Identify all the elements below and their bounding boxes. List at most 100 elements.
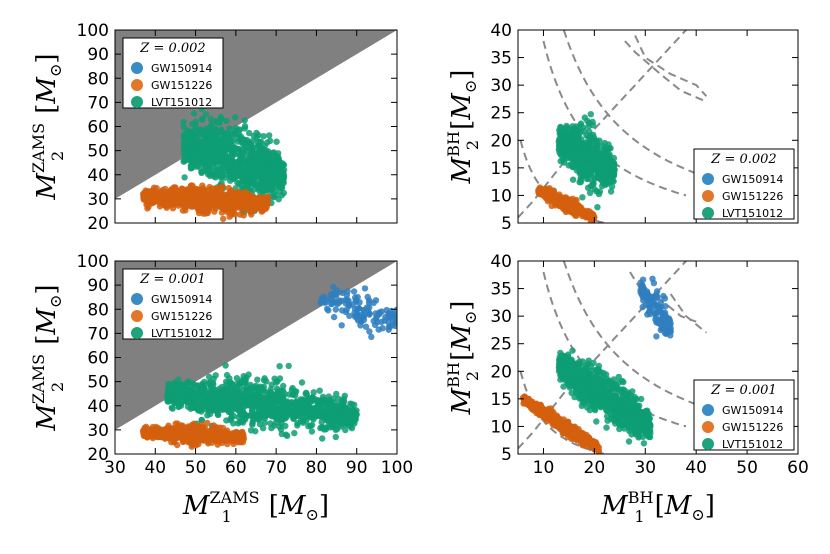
guide-curve (562, 30, 707, 178)
data-point (180, 118, 187, 126)
data-point (195, 209, 203, 217)
series-LVT151012 (555, 347, 654, 447)
data-point (187, 190, 195, 198)
legend-label: GW151226 (151, 310, 212, 323)
data-point (207, 116, 215, 123)
data-point (217, 137, 224, 144)
data-point (255, 196, 263, 203)
data-point (284, 399, 291, 406)
data-point (664, 315, 671, 322)
data-point (357, 311, 365, 319)
data-point (323, 305, 331, 313)
guide-curve (624, 40, 707, 103)
data-point (645, 308, 653, 316)
data-point (562, 195, 570, 202)
data-point (217, 404, 225, 411)
data-point (218, 201, 225, 209)
data-point (316, 387, 323, 394)
data-point (195, 434, 202, 442)
guide-curve (669, 293, 708, 334)
data-point (366, 304, 373, 311)
data-point (370, 317, 377, 325)
data-point (581, 209, 588, 216)
data-point (254, 143, 262, 150)
y-tick-label: 35 (490, 49, 512, 69)
data-point (291, 413, 298, 420)
data-point (361, 285, 369, 292)
y-tick-label: 40 (87, 166, 109, 186)
data-point (272, 192, 279, 199)
legend-label: GW150914 (151, 293, 212, 306)
data-point (199, 115, 206, 122)
data-point (227, 168, 235, 176)
data-point (267, 420, 274, 427)
data-point (238, 417, 246, 424)
data-point (266, 394, 273, 402)
data-point (173, 431, 180, 438)
data-point (198, 127, 205, 134)
data-point (142, 431, 150, 439)
data-point (188, 432, 195, 439)
data-point (237, 191, 245, 199)
data-point (382, 313, 389, 321)
data-point (378, 318, 385, 326)
data-point (222, 362, 229, 369)
data-point (180, 158, 187, 165)
data-point (211, 199, 218, 206)
data-point (159, 426, 166, 433)
data-point (329, 414, 336, 422)
guide-curve (634, 35, 708, 97)
data-point (212, 372, 219, 379)
data-point (586, 140, 594, 147)
data-point (335, 404, 342, 411)
data-point (557, 124, 564, 131)
data-point (280, 189, 287, 197)
legend-label: LVT151012 (151, 327, 212, 340)
data-point (200, 427, 207, 434)
legend-label: GW151226 (151, 79, 212, 92)
data-point (238, 182, 245, 189)
data-point (238, 436, 245, 443)
data-point (190, 110, 198, 117)
data-point (264, 194, 271, 201)
y-tick-label: 90 (87, 276, 109, 296)
data-point (615, 373, 622, 381)
data-point (208, 143, 215, 150)
data-point (308, 421, 316, 429)
data-point (193, 391, 201, 398)
data-point (664, 324, 672, 332)
data-point (335, 297, 343, 304)
data-point (199, 145, 206, 152)
data-point (653, 288, 661, 295)
data-point (216, 119, 223, 126)
data-point (366, 297, 373, 304)
data-point (235, 131, 243, 138)
data-point (261, 142, 268, 149)
data-point (183, 136, 190, 143)
data-point (181, 151, 188, 158)
y-tick-label: 20 (87, 214, 109, 234)
data-point (576, 179, 583, 186)
data-point (590, 131, 597, 139)
data-point (654, 319, 662, 327)
data-point (274, 416, 282, 423)
data-point (335, 419, 342, 426)
data-point (261, 200, 268, 207)
data-point (260, 150, 268, 157)
data-point (583, 157, 590, 164)
legend-marker (702, 173, 714, 185)
data-point (330, 313, 338, 321)
data-point (179, 207, 187, 214)
data-point (275, 182, 282, 190)
data-point (230, 399, 237, 406)
data-point (198, 416, 205, 424)
data-point (150, 184, 158, 191)
data-point (557, 202, 564, 209)
data-point (174, 441, 181, 449)
data-point (188, 402, 195, 409)
data-point (182, 391, 189, 398)
x-tick-label: 60 (225, 458, 247, 478)
y-tick-label: 50 (87, 373, 109, 393)
